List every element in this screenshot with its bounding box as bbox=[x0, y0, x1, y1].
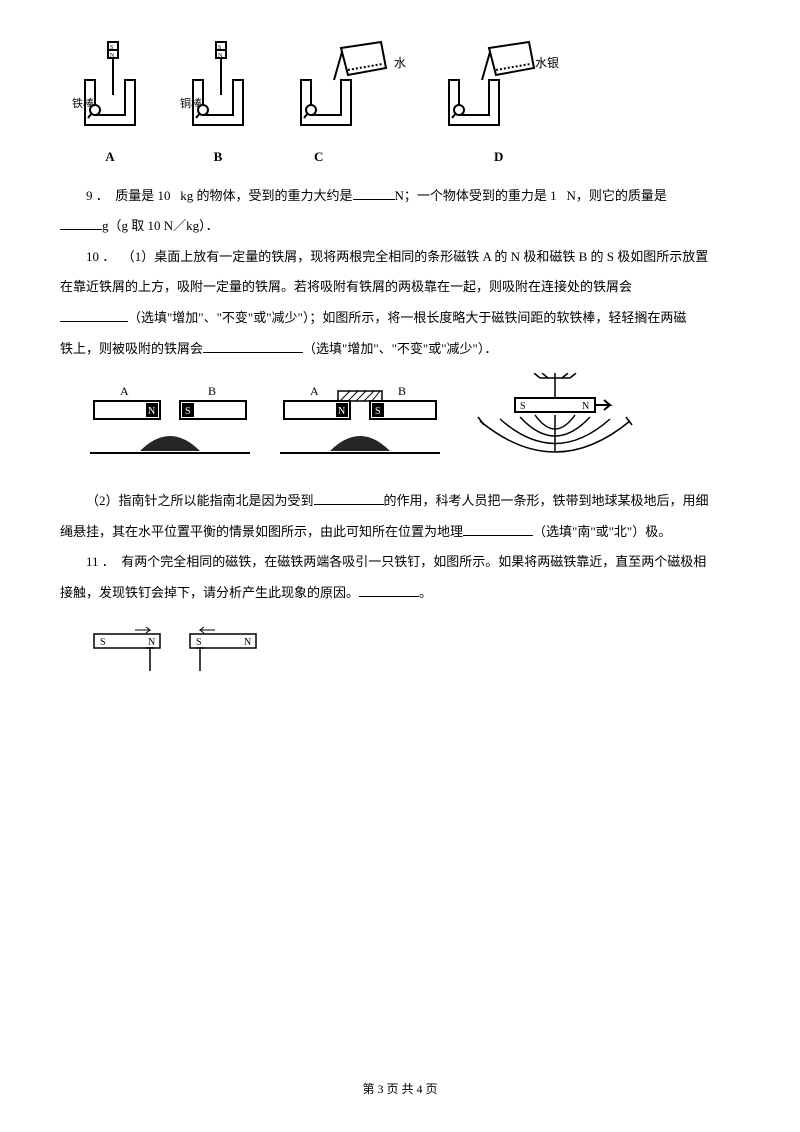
q9-t3: N；一个物体受到的重力是 1 bbox=[395, 188, 557, 203]
q9-line1: 9 ． 质量是 10 kg 的物体，受到的重力大约是 N；一个物体受到的重力是 1… bbox=[60, 182, 740, 211]
blank bbox=[60, 308, 128, 322]
label-b: B bbox=[178, 143, 258, 172]
diagram-a: S N 铁棒 bbox=[70, 40, 150, 135]
q10-line2: 在靠近铁屑的上方，吸附一定量的铁屑。若将吸附有铁屑的两极靠在一起，则吸附在连接处… bbox=[60, 273, 740, 302]
diagram-b: S N 铜棒 bbox=[178, 40, 258, 135]
q10-line3: （选填"增加"、"不变"或"减少"）；如图所示，将一根长度略大于磁铁间距的软铁棒… bbox=[60, 304, 740, 333]
blank bbox=[359, 583, 419, 597]
svg-text:B: B bbox=[398, 384, 406, 398]
svg-text:S: S bbox=[100, 637, 106, 648]
svg-text:N: N bbox=[582, 401, 589, 412]
q10-t9: （选填"南"或"北"）极。 bbox=[533, 524, 671, 539]
q10-t8: 绳悬挂，其在水平位置平衡的情景如图所示，由此可知所在位置为地理 bbox=[60, 524, 463, 539]
diagram-earth-compass: S N bbox=[470, 373, 640, 473]
label-iron-rod: 铁棒 bbox=[72, 92, 94, 116]
svg-text:A: A bbox=[120, 384, 129, 398]
svg-text:S: S bbox=[218, 45, 221, 51]
q10-t2: 在靠近铁屑的上方，吸附一定量的铁屑。若将吸附有铁屑的两极靠在一起，则吸附在连接处… bbox=[60, 279, 632, 294]
svg-text:S: S bbox=[185, 406, 191, 417]
svg-text:B: B bbox=[208, 384, 216, 398]
diagram-labels: A B C D bbox=[70, 143, 740, 172]
q10-t3: （选填"增加"、"不变"或"减少"）；如图所示，将一根长度略大于磁铁间距的软铁棒… bbox=[128, 310, 686, 325]
q11-t3: 。 bbox=[419, 585, 432, 600]
q10-t6: （2）指南针之所以能指南北是因为受到 bbox=[86, 493, 314, 508]
q9-t1: 质量是 10 bbox=[115, 188, 170, 203]
diagram-magnets-gap: A B N S bbox=[90, 381, 250, 466]
blank bbox=[353, 185, 395, 199]
label-a: A bbox=[70, 143, 150, 172]
q9-num: 9 bbox=[86, 188, 93, 203]
svg-text:S: S bbox=[196, 637, 202, 648]
page-footer: 第 3 页 共 4 页 bbox=[0, 1076, 800, 1102]
svg-text:A: A bbox=[310, 384, 319, 398]
q10-dot: ． bbox=[102, 249, 115, 264]
middle-diagrams: A B N S A B N S S bbox=[90, 373, 740, 473]
blank bbox=[60, 216, 102, 230]
blank bbox=[463, 521, 533, 535]
diagram-magnets-soft-iron: A B N S bbox=[280, 381, 440, 466]
q11-diagram: S N S N bbox=[90, 626, 740, 692]
svg-text:N: N bbox=[244, 637, 251, 648]
svg-text:N: N bbox=[148, 406, 155, 417]
q9-dot: ． bbox=[96, 188, 109, 203]
blank bbox=[203, 338, 303, 352]
q11-dot: ． bbox=[102, 554, 115, 569]
svg-text:N: N bbox=[338, 406, 345, 417]
q10-t4: 铁上，则被吸附的铁屑会 bbox=[60, 341, 203, 356]
q11-line2: 接触，发现铁钉会掉下，请分析产生此现象的原因。 。 bbox=[60, 579, 740, 608]
q9-line2: g（g 取 10 N／kg）． bbox=[60, 212, 740, 241]
q11-t2: 接触，发现铁钉会掉下，请分析产生此现象的原因。 bbox=[60, 585, 359, 600]
label-c: C bbox=[286, 143, 406, 172]
q10-t7: 的作用，科考人员把一条形，铁带到地球某极地后，用细 bbox=[384, 493, 709, 508]
q10-line1: 10 ． （1）桌面上放有一定量的铁屑，现将两根完全相同的条形磁铁 A 的 N … bbox=[60, 243, 740, 272]
svg-text:S: S bbox=[520, 401, 526, 412]
q10-line5: （2）指南针之所以能指南北是因为受到 的作用，科考人员把一条形，铁带到地球某极地后… bbox=[60, 487, 740, 516]
q11-t1: 有两个完全相同的磁铁，在磁铁两端各吸引一只铁钉，如图所示。如果将两磁铁靠近，直至… bbox=[121, 554, 706, 569]
q10-t1: （1）桌面上放有一定量的铁屑，现将两根完全相同的条形磁铁 A 的 N 极和磁铁 … bbox=[122, 249, 708, 264]
q10-t5: （选填"增加"、"不变"或"减少"）． bbox=[303, 341, 497, 356]
q9-t5: g（g 取 10 N／kg）． bbox=[102, 218, 219, 233]
q10-line4: 铁上，则被吸附的铁屑会 （选填"增加"、"不变"或"减少"）． bbox=[60, 335, 740, 364]
top-diagrams: S N 铁棒 S N 铜棒 bbox=[70, 40, 740, 135]
svg-text:S: S bbox=[375, 406, 381, 417]
diagram-c: 水 bbox=[286, 40, 406, 135]
q10-num: 10 bbox=[86, 249, 99, 264]
q11-num: 11 bbox=[86, 554, 99, 569]
footer-text: 第 3 页 共 4 页 bbox=[362, 1082, 437, 1096]
label-copper-rod: 铜棒 bbox=[180, 92, 202, 116]
label-mercury: 水银 bbox=[535, 50, 559, 76]
label-d: D bbox=[434, 143, 564, 172]
blank bbox=[314, 491, 384, 505]
svg-text:N: N bbox=[148, 637, 155, 648]
label-water: 水 bbox=[394, 50, 406, 76]
svg-text:S: S bbox=[110, 45, 113, 51]
q10-line6: 绳悬挂，其在水平位置平衡的情景如图所示，由此可知所在位置为地理 （选填"南"或"北… bbox=[60, 518, 740, 547]
diagram-d: 水银 bbox=[434, 40, 564, 135]
q11-line1: 11 ． 有两个完全相同的磁铁，在磁铁两端各吸引一只铁钉，如图所示。如果将两磁铁… bbox=[60, 548, 740, 577]
q9-t2: kg 的物体，受到的重力大约是 bbox=[180, 188, 352, 203]
q9-t4: N，则它的质量是 bbox=[566, 188, 666, 203]
